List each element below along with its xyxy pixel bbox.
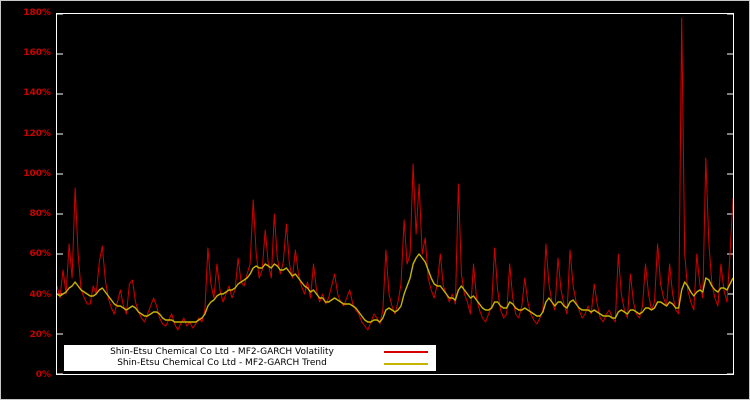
y-tick-label: 140%: [23, 88, 51, 99]
y-tick-label: 160%: [23, 48, 51, 59]
series-line-trend: [57, 253, 733, 323]
y-tick-label: 60%: [29, 249, 51, 260]
legend: Shin-Etsu Chemical Co Ltd - MF2-GARCH Vo…: [64, 345, 436, 371]
y-axis-labels: 0% 20% 40% 60% 80% 100% 120% 140% 160% 180%: [1, 1, 51, 399]
y-tick-label: 80%: [29, 209, 51, 220]
plot-svg: [57, 14, 733, 374]
plot-area: [56, 13, 734, 375]
legend-line-sample-volatility: [384, 351, 428, 354]
y-tick-label: 0%: [35, 370, 51, 380]
legend-row-trend: Shin-Etsu Chemical Co Ltd - MF2-GARCH Tr…: [68, 358, 432, 369]
y-tick-label: 100%: [23, 168, 51, 179]
legend-line-sample-trend: [384, 362, 428, 365]
y-tick-label: 180%: [23, 8, 51, 18]
series-line-volatility: [57, 17, 733, 331]
y-tick-label: 20%: [29, 329, 51, 340]
legend-row-volatility: Shin-Etsu Chemical Co Ltd - MF2-GARCH Vo…: [68, 347, 432, 358]
legend-label-trend: Shin-Etsu Chemical Co Ltd - MF2-GARCH Tr…: [117, 358, 327, 369]
legend-label-volatility: Shin-Etsu Chemical Co Ltd - MF2-GARCH Vo…: [110, 346, 334, 357]
y-tick-label: 120%: [23, 128, 51, 139]
y-tick-label: 40%: [29, 289, 51, 300]
